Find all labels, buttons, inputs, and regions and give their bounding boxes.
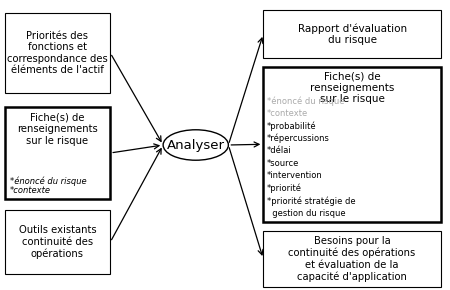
Bar: [263, 67, 441, 222]
Text: Fiche(s) de
renseignements
sur le risque: Fiche(s) de renseignements sur le risque: [17, 113, 98, 146]
Text: Fiche(s) de
renseignements
sur le risque: Fiche(s) de renseignements sur le risque: [310, 71, 394, 104]
Ellipse shape: [163, 130, 228, 160]
Text: *énoncé du risque: *énoncé du risque: [10, 177, 86, 186]
Bar: [4, 13, 110, 93]
Text: Rapport d'évaluation
du risque: Rapport d'évaluation du risque: [297, 23, 407, 45]
Text: Priorités des
fonctions et
correspondance des
éléments de l'actif: Priorités des fonctions et correspondanc…: [7, 30, 108, 75]
Text: *source: *source: [267, 159, 299, 168]
Bar: [4, 210, 110, 274]
Text: Analyser: Analyser: [167, 139, 225, 151]
Text: *délai: *délai: [267, 146, 292, 155]
Text: *probabilité: *probabilité: [267, 122, 316, 131]
Text: Besoins pour la
continuité des opérations
et évaluation de la
capacité d'applica: Besoins pour la continuité des opération…: [288, 236, 416, 282]
Bar: [4, 107, 110, 199]
Text: *intervention: *intervention: [267, 171, 323, 180]
Bar: [263, 10, 441, 58]
Text: *priorité stratégie de: *priorité stratégie de: [267, 196, 356, 206]
Text: *contexte: *contexte: [10, 186, 51, 195]
Text: gestion du risque: gestion du risque: [267, 209, 346, 218]
Bar: [263, 231, 441, 287]
Text: *contexte: *contexte: [267, 109, 308, 118]
Text: Outils existants
continuité des
opérations: Outils existants continuité des opératio…: [18, 225, 96, 259]
Text: *priorité: *priorité: [267, 184, 302, 193]
Text: *répercussions: *répercussions: [267, 134, 330, 144]
Text: *énoncé du risque: *énoncé du risque: [267, 97, 344, 106]
